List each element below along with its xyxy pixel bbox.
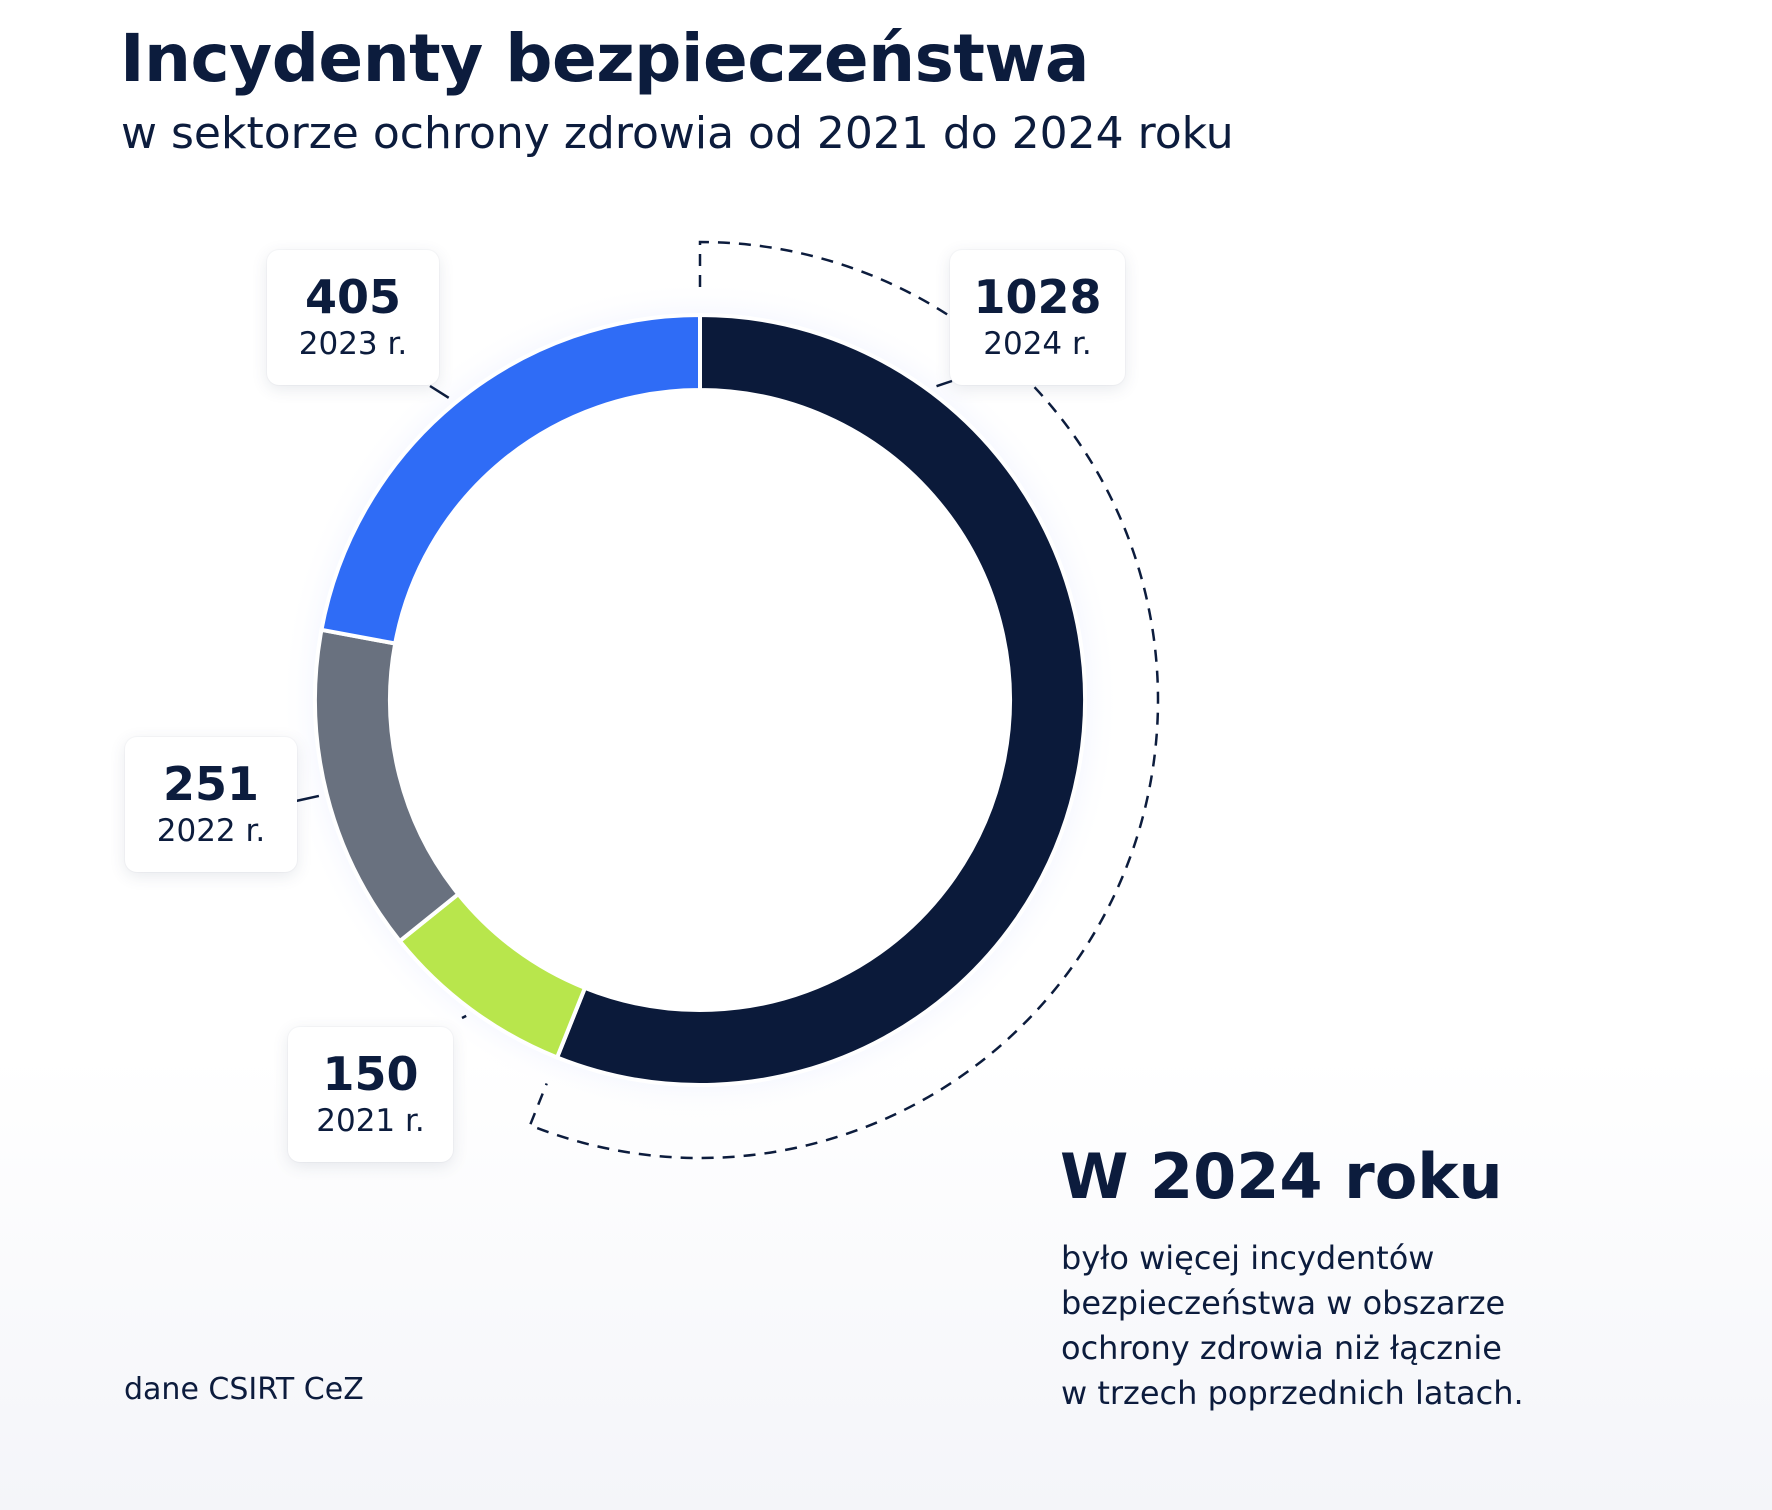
chart-subtitle: w sektorze ochrony zdrowia od 2021 do 20…: [121, 108, 1234, 159]
leader-line: [429, 384, 450, 399]
leader-line: [461, 1014, 467, 1020]
slice-value: 405: [304, 269, 402, 324]
leader-line: [295, 794, 320, 803]
callout-line: bezpieczeństwa w obszarze: [1061, 1284, 1506, 1322]
leader-lines: [295, 379, 953, 1020]
callout-body: było więcej incydentów bezpieczeństwa w …: [1061, 1236, 1581, 1416]
leader-line: [936, 379, 953, 388]
slice-year: 2021 r.: [316, 1102, 425, 1139]
slice-year: 2024 r.: [983, 325, 1092, 362]
callout-title: W 2024 roku: [1060, 1140, 1503, 1213]
slice-label-card: 405 2023 r.: [267, 250, 439, 385]
source-note: dane CSIRT CeZ: [124, 1372, 364, 1407]
slice-year: 2023 r.: [298, 325, 408, 362]
callout-line: ochrony zdrowia niż łącznie: [1061, 1329, 1502, 1367]
slice-label-card: 150 2021 r.: [288, 1027, 453, 1162]
highlight-bracket: [528, 240, 1160, 1160]
donut-hole: [390, 390, 1010, 1010]
slice-label-card: 251 2022 r.: [125, 737, 297, 872]
slice-value: 251: [162, 756, 260, 811]
slice-year: 2022 r.: [156, 812, 266, 849]
chart-title: Incydenty bezpieczeństwa: [120, 20, 1089, 97]
slice-label-card: 1028 2024 r.: [950, 250, 1125, 385]
donut-slices: [313, 312, 1087, 1087]
callout-line: w trzech poprzednich latach.: [1061, 1374, 1524, 1412]
slice-value: 150: [322, 1046, 419, 1101]
callout-line: było więcej incydentów: [1061, 1239, 1435, 1277]
slice-value: 1028: [973, 269, 1102, 324]
